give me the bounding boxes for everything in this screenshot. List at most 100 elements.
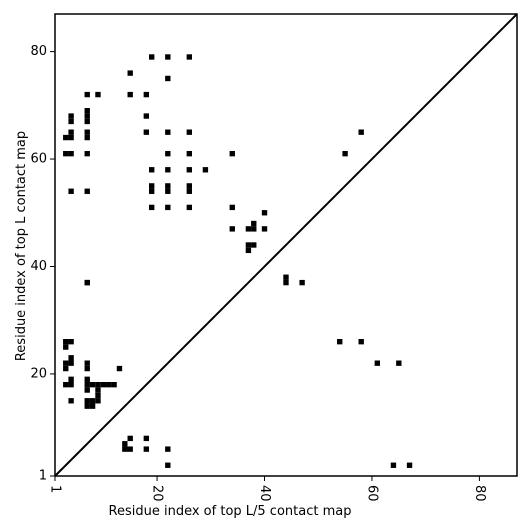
contact-cell-upper-14 (84, 118, 90, 125)
y-tick-label-1: 20 (30, 366, 47, 381)
x-axis-label: Residue index of top L/5 contact map (109, 504, 352, 519)
contact-cell-lower-34 (143, 446, 150, 452)
contact-cell-upper-11 (84, 113, 90, 119)
contact-cell-upper-51 (245, 242, 252, 248)
contact-cell-upper-60 (342, 150, 348, 157)
contact-cell-lower-13 (68, 381, 74, 388)
contact-cell-upper-56 (299, 279, 305, 286)
contact-cell-upper-52 (251, 242, 257, 248)
contact-cell-upper-4 (165, 75, 171, 82)
contact-cell-upper-12 (143, 113, 150, 119)
contact-cell-lower-32 (122, 446, 128, 452)
contact-cell-upper-9 (84, 108, 90, 114)
contact-cell-lower-30 (143, 435, 150, 442)
contact-cell-lower-20 (84, 387, 90, 393)
contact-cell-upper-18 (165, 129, 171, 135)
contact-cell-upper-31 (186, 167, 192, 173)
contact-cell-lower-36 (165, 462, 171, 468)
contact-cell-upper-33 (149, 183, 155, 189)
contact-cell-lower-9 (116, 365, 123, 372)
contact-cell-upper-35 (186, 183, 192, 189)
contact-cell-upper-36 (149, 188, 155, 194)
contact-cell-upper-47 (229, 226, 235, 232)
contact-cell-lower-18 (106, 381, 112, 388)
contact-cell-upper-37 (165, 188, 171, 194)
contact-cell-upper-2 (186, 54, 192, 60)
contact-cell-upper-48 (245, 226, 252, 232)
contact-cell-upper-23 (63, 150, 69, 157)
x-tick-label-1: 20 (150, 485, 165, 502)
contact-cell-upper-46 (251, 220, 257, 227)
contact-cell-upper-17 (143, 129, 150, 135)
contact-cell-upper-54 (283, 274, 289, 280)
contact-cell-lower-16 (95, 381, 101, 388)
contact-cell-upper-0 (149, 54, 155, 60)
contact-cell-lower-23 (68, 398, 74, 404)
contact-cell-upper-28 (229, 150, 235, 157)
contact-cell-upper-38 (186, 188, 192, 194)
contact-cell-upper-58 (84, 279, 90, 286)
contact-cell-upper-13 (68, 118, 74, 125)
contact-cell-upper-8 (143, 91, 150, 98)
contact-cell-lower-22 (95, 392, 101, 399)
contact-cell-lower-5 (68, 360, 74, 366)
contact-cell-upper-50 (261, 226, 268, 232)
contact-cell-lower-37 (337, 339, 343, 345)
contact-cell-lower-14 (84, 381, 90, 388)
contact-cell-lower-38 (358, 339, 364, 345)
contact-cell-lower-11 (84, 376, 90, 382)
contact-cell-lower-25 (89, 398, 96, 404)
contact-cell-lower-39 (374, 360, 381, 366)
contact-cell-upper-25 (84, 150, 90, 157)
contact-cell-lower-41 (390, 462, 397, 468)
contact-cell-lower-17 (100, 381, 107, 388)
contact-cell-lower-27 (84, 403, 90, 409)
contact-cell-lower-3 (68, 355, 74, 361)
contact-cell-upper-27 (186, 150, 192, 157)
contact-cell-upper-42 (165, 204, 171, 211)
contact-cell-upper-21 (68, 134, 74, 141)
contact-cell-upper-49 (251, 226, 257, 232)
contact-cell-upper-22 (84, 134, 90, 141)
contact-cell-lower-28 (89, 403, 96, 409)
contact-cell-lower-21 (95, 387, 101, 393)
contact-cell-lower-29 (127, 435, 133, 442)
contact-cell-upper-16 (84, 129, 90, 135)
contact-cell-upper-44 (229, 204, 235, 211)
contact-cell-lower-35 (165, 446, 171, 452)
y-tick-label-0: 1 (39, 469, 47, 484)
contact-cell-lower-1 (68, 339, 74, 345)
x-tick-label-3: 60 (364, 485, 379, 502)
contact-cell-upper-43 (186, 204, 192, 211)
contact-cell-upper-3 (127, 70, 133, 76)
x-tick-label-4: 80 (472, 485, 487, 502)
contact-cell-upper-34 (165, 183, 171, 189)
contact-cell-upper-20 (63, 134, 69, 141)
contact-cell-upper-40 (84, 188, 90, 194)
contact-cell-lower-4 (63, 360, 69, 366)
y-tick-label-3: 60 (30, 152, 47, 167)
contact-cell-upper-7 (127, 91, 133, 98)
contact-cell-lower-40 (396, 360, 402, 366)
contact-cell-upper-29 (149, 167, 155, 173)
y-axis-label: Residue index of top L contact map (14, 131, 29, 361)
contact-cell-lower-24 (84, 398, 90, 404)
contacts-above-diagonal (63, 54, 364, 286)
contact-cell-lower-8 (84, 365, 90, 372)
contact-cell-upper-32 (202, 167, 209, 173)
contact-cell-lower-33 (127, 446, 133, 452)
contact-cell-lower-19 (111, 381, 117, 388)
contact-cell-upper-10 (68, 113, 74, 119)
contact-cell-lower-26 (95, 398, 101, 404)
contact-cell-lower-7 (63, 365, 69, 372)
contact-cell-lower-6 (84, 360, 90, 366)
contact-cell-upper-39 (68, 188, 74, 194)
contact-cell-upper-1 (165, 54, 171, 60)
contact-cell-upper-55 (283, 279, 289, 286)
contact-cell-lower-15 (89, 381, 96, 388)
contact-cell-upper-19 (186, 129, 192, 135)
y-axis-ticks: 1 20 40 60 80 (30, 44, 55, 484)
y-tick-label-4: 80 (30, 44, 47, 59)
x-tick-label-0: 1 (48, 485, 63, 493)
